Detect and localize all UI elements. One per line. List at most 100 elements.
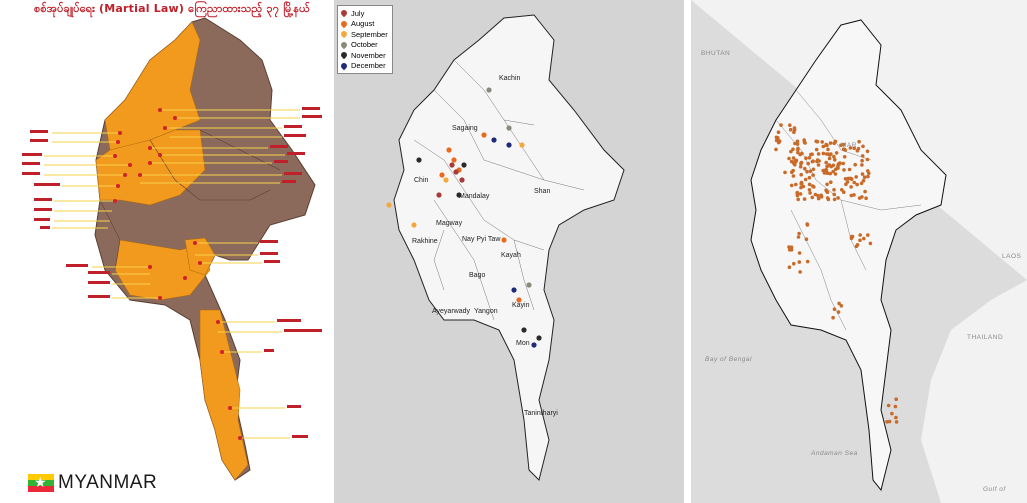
martial-law-map: [22, 17, 322, 481]
conflict-dot: [831, 169, 835, 174]
conflict-dot: [839, 143, 843, 147]
conflict-dot: [810, 195, 815, 200]
magway-mandalay-highlight: [95, 129, 206, 206]
label-naypyitaw: Nay Pyi Taw: [462, 236, 501, 243]
conflict-dot: [796, 235, 801, 239]
conflict-dot: [855, 148, 860, 153]
conflict-dot: [860, 154, 865, 158]
conflict-dot: [842, 168, 846, 172]
conflict-dot: [862, 236, 866, 241]
conflict-dot: [832, 307, 837, 312]
conflict-dot: [849, 236, 854, 241]
label-shan: Shan: [534, 188, 551, 195]
conflict-dot: [829, 164, 833, 169]
conflict-dot: [860, 172, 865, 176]
conflict-dot: [852, 193, 856, 197]
conflict-dot: [894, 420, 899, 424]
conflict-dot: [791, 147, 795, 152]
label-ayeyarwady: Ayeyarwady: [432, 308, 471, 315]
conflict-dot: [837, 301, 841, 306]
kayah-highlight: [184, 237, 216, 276]
conflict-dot: [789, 149, 793, 154]
conflict-dot: [840, 188, 844, 192]
conflict-dot: [794, 182, 798, 187]
conflict-dot: [800, 151, 804, 156]
conflict-dot: [790, 170, 794, 174]
conflict-dot: [787, 248, 792, 252]
conflict-dot: [842, 155, 847, 159]
surrounding-land: [691, 0, 1027, 503]
conflict-dot: [795, 142, 800, 146]
conflict-dot: [805, 169, 809, 174]
conflict-dot: [860, 163, 864, 167]
conflict-dot: [789, 183, 794, 188]
conflict-dot: [836, 310, 841, 314]
martial-law-title: စစ်အုပ်ချုပ်ရေး (Martial Law) ကြေညာထားသည…: [34, 2, 310, 15]
label-bago: Bago: [469, 272, 486, 279]
conflict-dot: [859, 181, 864, 186]
conflict-dot: [848, 146, 853, 150]
conflict-dot: [894, 397, 898, 402]
conflict-dot: [779, 123, 783, 127]
conflict-dot: [813, 192, 818, 197]
legend-july: July: [339, 8, 389, 19]
label-gulf: Gulf of: [983, 486, 1006, 493]
conflict-dot: [858, 238, 862, 243]
conflict-dot: [805, 223, 810, 227]
conflict-dot: [836, 196, 840, 200]
conflict-dot: [807, 156, 812, 160]
conflict-dot: [802, 197, 807, 201]
conflict-dot: [841, 142, 846, 147]
conflict-dot: [824, 167, 828, 172]
conflict-dot: [865, 149, 870, 154]
monthly-events-map: [334, 0, 684, 503]
monthly-events-map-panel: Kachin Sagaing Chin Mandalay Shan Magway…: [334, 0, 684, 503]
conflict-dot: [807, 182, 812, 187]
conflict-dot: [796, 146, 800, 151]
legend-november: November: [339, 50, 389, 61]
conflict-dot: [776, 130, 781, 134]
conflict-dot: [799, 160, 804, 165]
conflict-dot: [803, 177, 808, 182]
label-thailand: THAILAND: [967, 334, 1004, 341]
conflict-dot: [863, 189, 867, 194]
myanmar-logo: ★ MYANMAR: [28, 472, 157, 494]
label-myanmar-partial: MAR: [841, 142, 857, 149]
conflict-dot: [836, 166, 840, 170]
label-sagaing: Sagaing: [452, 125, 478, 132]
martial-law-map-panel: စစ်အုပ်ချုပ်ရေး (Martial Law) ကြေညာထားသည…: [0, 0, 333, 503]
conflict-dot: [795, 193, 800, 198]
martial-law-dots: [113, 108, 242, 440]
conflict-dot: [791, 156, 796, 160]
conflict-dot: [795, 139, 800, 144]
conflict-dot: [849, 193, 854, 198]
conflict-dot: [792, 130, 796, 134]
conflict-dot: [820, 140, 824, 144]
conflict-dot: [816, 196, 821, 201]
conflict-dot: [815, 158, 820, 162]
label-tanintharyi: Tanintharyi: [524, 410, 558, 417]
conflict-dot: [866, 233, 870, 237]
legend-december: December: [339, 61, 389, 72]
conflict-dot: [798, 192, 803, 196]
bago-highlight: [114, 239, 211, 301]
leader-lines: [44, 109, 300, 439]
conflict-dot: [886, 403, 891, 408]
conflict-dot: [819, 193, 823, 198]
conflict-dot: [887, 419, 892, 424]
conflict-dot: [855, 182, 859, 187]
conflict-dot: [860, 158, 864, 163]
conflict-dot: [788, 123, 792, 127]
conflict-dot: [833, 158, 837, 162]
conflict-density-map-panel: BHUTAN MAR LAOS THAILAND Bay of Bengal A…: [691, 0, 1027, 503]
label-magway: Magway: [436, 220, 463, 227]
conflict-dot: [842, 190, 846, 194]
conflict-dot: [807, 175, 812, 180]
conflict-dot: [811, 173, 815, 177]
conflict-dot: [824, 160, 828, 165]
conflict-dot: [799, 180, 804, 185]
conflict-dot: [775, 136, 780, 140]
legend-october: October: [339, 40, 389, 51]
conflict-dot: [826, 197, 831, 202]
label-kayah: Kayah: [501, 252, 521, 259]
